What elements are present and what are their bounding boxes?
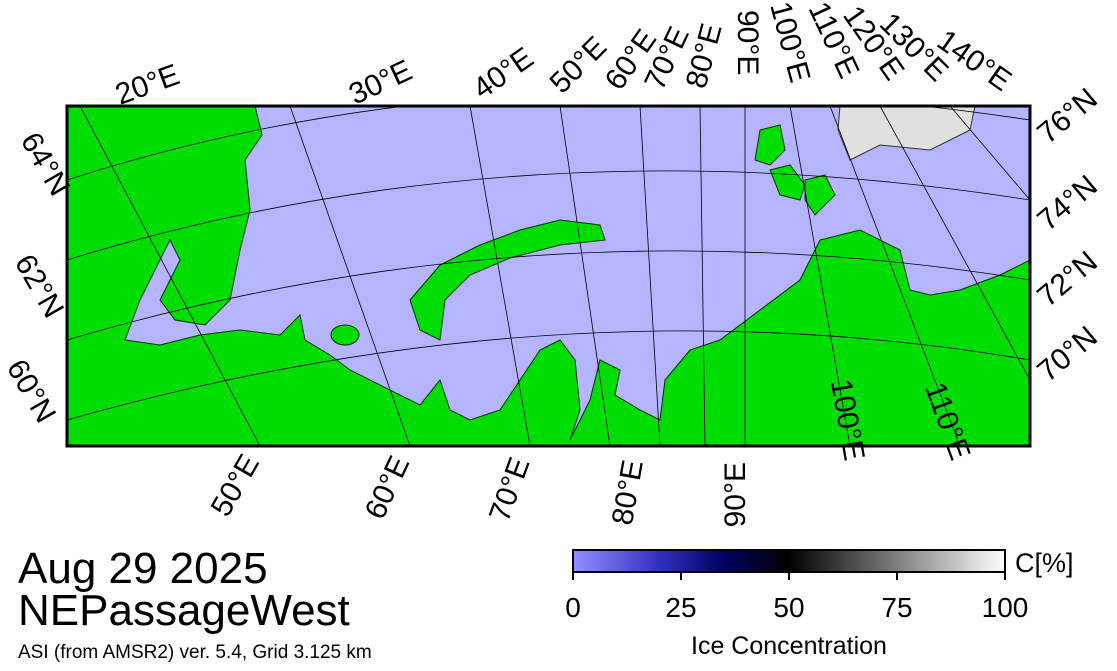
land [67,106,1030,446]
date: Aug 29 2025 [18,544,268,593]
island [754,124,786,166]
coord-label: 62°N [8,249,70,324]
colorbar-tick-label: 0 [565,592,581,623]
colorbar-unit: C[%] [1015,548,1074,578]
coord-label: 90°E [719,462,752,527]
coord-label: 70°E [483,453,536,526]
coord-label: 40°E [467,41,539,106]
coord-label: 20°E [111,58,184,111]
colorbar-tick-label: 75 [881,592,912,623]
colorbar [572,549,1006,573]
novaya-zemlya [409,219,606,341]
coord-label: 70°N [1031,320,1104,388]
coord-label: 76°N [1031,82,1104,150]
map-frame [65,104,1032,448]
source: ASI (from AMSR2) ver. 5.4, Grid 3.125 km [18,642,372,663]
colorbar-tick-label: 100 [982,592,1029,623]
island [804,174,836,216]
coord-label: 30°E [344,54,417,112]
coord-label: 60°N [0,354,62,429]
coord-label: 80°E [606,457,650,527]
colorbar-tick-label: 25 [665,592,696,623]
coord-label: 74°N [1031,169,1104,237]
coord-label: 90°E [731,10,764,75]
coord-label: 80°E [680,20,729,92]
coord-label: 50°E [544,30,614,100]
coord-label: 50°E [205,449,266,522]
colorbar-title: Ice Concentration [691,632,887,660]
island [330,324,360,346]
coord-label: 60°E [359,451,417,524]
graticule [67,106,1030,446]
map-area [67,106,1030,446]
colorbar-tick-label: 50 [773,592,804,623]
region: NEPassageWest [18,586,350,635]
coord-label: 72°N [1031,245,1104,313]
sea-ice [837,106,976,161]
